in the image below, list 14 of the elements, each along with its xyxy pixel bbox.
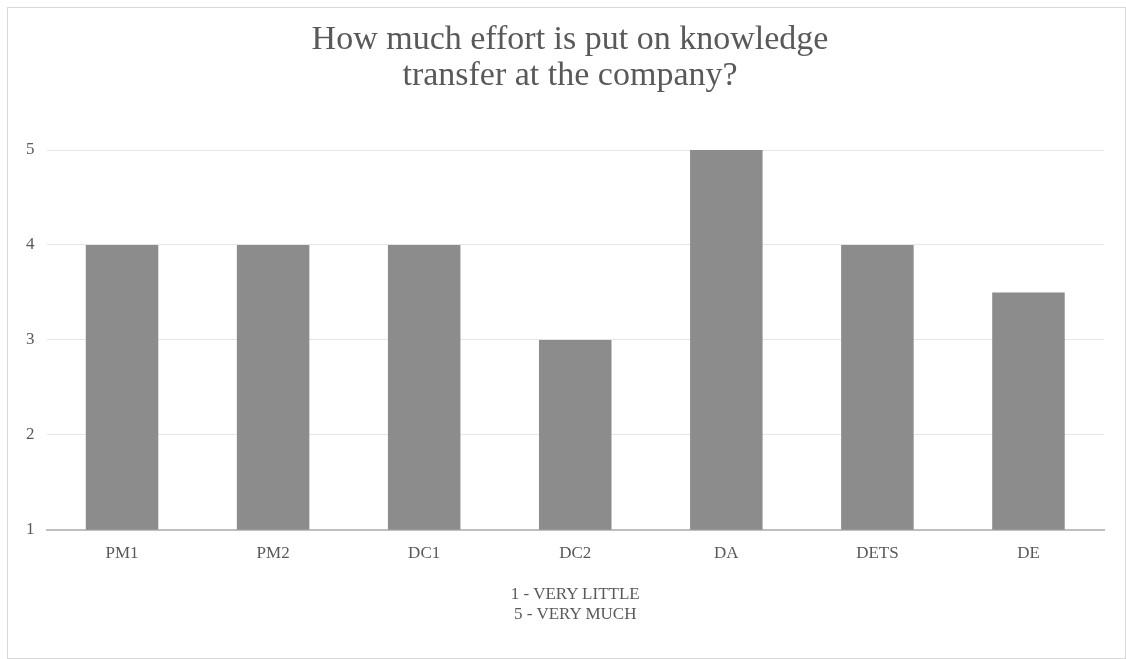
x-tick-label: DA <box>714 543 740 563</box>
x-tick-label: DC1 <box>408 543 441 563</box>
x-tick-label: PM1 <box>105 543 139 563</box>
y-tick-label: 2 <box>26 424 35 444</box>
y-tick-label: 1 <box>26 519 35 539</box>
x-tick-label: DE <box>1017 543 1040 563</box>
x-tick-label: PM2 <box>256 543 290 563</box>
y-tick-label: 3 <box>26 329 35 349</box>
x-axis-title: 1 - VERY LITTLE 5 - VERY MUCH <box>510 583 640 624</box>
x-tick-label: DC2 <box>559 543 592 563</box>
y-tick-label: 5 <box>26 139 35 159</box>
chart-title: How much effort is put on knowledge transfer at the company? <box>310 19 830 92</box>
y-tick-label: 4 <box>26 234 35 254</box>
x-tick-label: DETS <box>856 543 899 563</box>
